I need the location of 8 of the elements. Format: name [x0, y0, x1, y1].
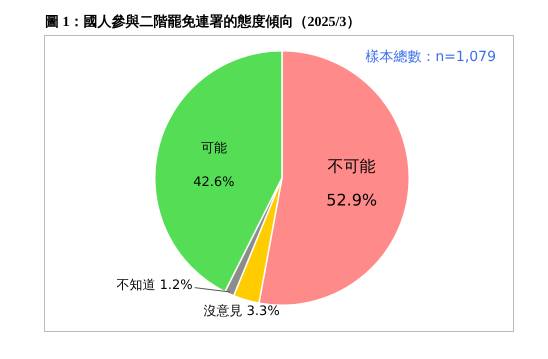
- slice-label: 不可能: [328, 156, 376, 176]
- data-label: 42.6%: [193, 175, 235, 190]
- text: 樣本總數：n=1,079: [365, 48, 496, 66]
- slice-label: 不知道 1.2%: [116, 278, 193, 293]
- chart-title: 圖 1：國人參與二階罷免連署的態度傾向（2025/3）: [45, 13, 360, 31]
- slice-label: 可能: [200, 141, 227, 156]
- data-label: 52.9%: [326, 190, 378, 210]
- slice-label: 沒意見 3.3%: [204, 304, 280, 319]
